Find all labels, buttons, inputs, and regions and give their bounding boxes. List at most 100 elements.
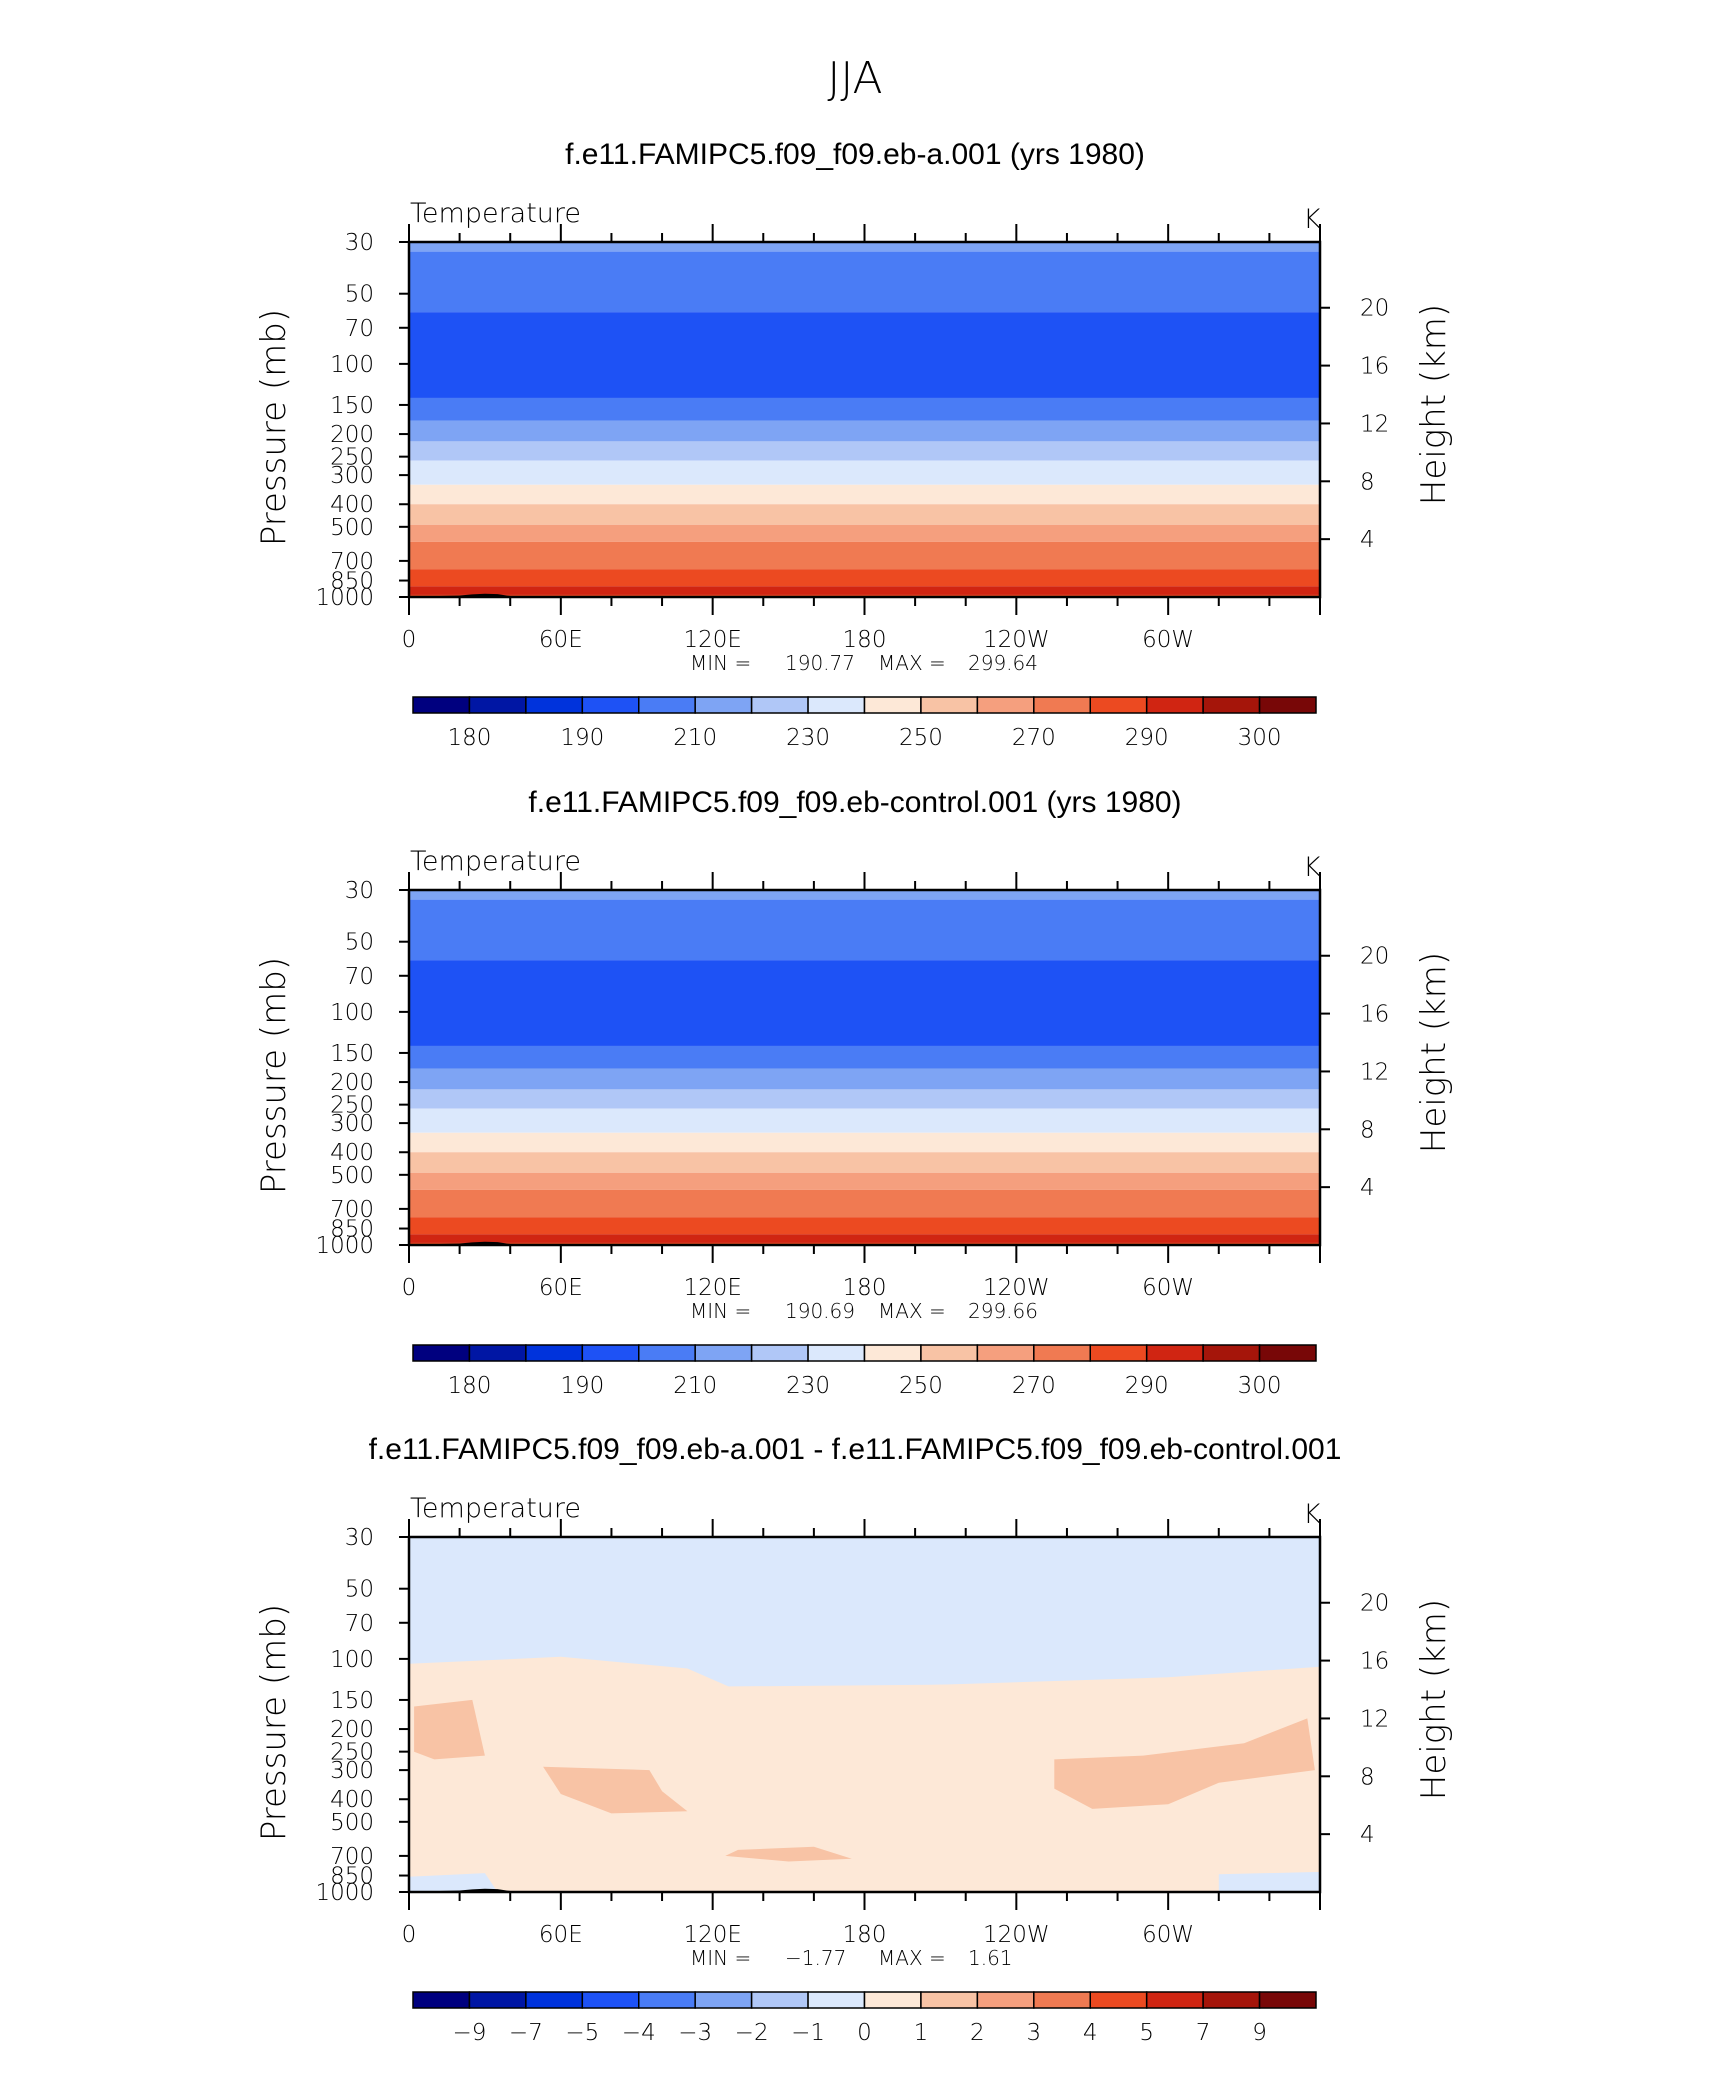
colorbar-box xyxy=(638,696,696,714)
colorbar-box xyxy=(525,1344,584,1362)
contour-field xyxy=(409,1537,1320,1892)
contour-band xyxy=(409,312,1320,398)
colorbar-label: 250 xyxy=(899,725,943,751)
max-value: 299.64 xyxy=(968,651,1038,675)
colorbar-box xyxy=(694,1344,753,1362)
min-label: MIN = xyxy=(690,1299,751,1323)
colorbar-box xyxy=(1033,1344,1091,1362)
panel-title: f.e11.FAMIPC5.f09_f09.eb-control.001 (yr… xyxy=(528,786,1181,819)
contour-region xyxy=(414,1699,485,1760)
y-tick-label: 30 xyxy=(345,1525,374,1551)
colorbar-box xyxy=(638,1991,696,2009)
colorbar-label: 0 xyxy=(857,2020,872,2046)
colorbar-box xyxy=(1145,1344,1204,1362)
colorbar-box xyxy=(1145,696,1204,714)
colorbar-label: 300 xyxy=(1238,1373,1282,1399)
figure-title: JJA xyxy=(827,53,882,104)
y-right-axis-label: Height (km) xyxy=(1414,1599,1454,1800)
colorbar-box xyxy=(468,1991,527,2009)
y-tick-label: 250 xyxy=(330,1740,374,1766)
contour-band xyxy=(409,1189,1320,1218)
y-tick-label: 100 xyxy=(330,1000,374,1026)
y-tick-label: 150 xyxy=(330,1041,374,1067)
y-tick-label: 70 xyxy=(345,1611,374,1637)
contour-band xyxy=(409,541,1320,570)
colorbar-label: 190 xyxy=(560,1373,604,1399)
y-tick-label: 150 xyxy=(330,393,374,419)
units-label: K xyxy=(1303,852,1321,883)
x-tick-label: 180 xyxy=(843,1275,887,1301)
y-right-axis-label: Height (km) xyxy=(1414,304,1454,505)
colorbar-box xyxy=(581,1344,640,1362)
y-axis-label: Pressure (mb) xyxy=(254,957,294,1194)
colorbar: 180 190 210 230 250 270 290 300 xyxy=(412,696,1317,751)
y-tick-label: 400 xyxy=(330,492,374,518)
colorbar-box xyxy=(750,696,809,714)
panel-3: f.e11.FAMIPC5.f09_f09.eb-a.001 - f.e11.F… xyxy=(254,1433,1454,2046)
y-tick-label: 50 xyxy=(345,930,374,956)
contour-band xyxy=(409,1089,1320,1109)
contour-field xyxy=(409,890,1320,1245)
colorbar-box xyxy=(863,1344,922,1362)
colorbar-label: −9 xyxy=(452,2020,486,2046)
panels: f.e11.FAMIPC5.f09_f09.eb-a.001 (yrs 1980… xyxy=(254,138,1454,2046)
contour-region xyxy=(409,1537,1320,1713)
contour-band xyxy=(409,251,1320,313)
units-label: K xyxy=(1303,204,1321,235)
colorbar-box xyxy=(1089,1344,1148,1362)
colorbar-box xyxy=(1202,1991,1261,2009)
colorbar-box xyxy=(750,1991,809,2009)
colorbar-box xyxy=(525,696,584,714)
y-right-tick-label: 20 xyxy=(1360,1591,1389,1617)
panel-1: f.e11.FAMIPC5.f09_f09.eb-a.001 (yrs 1980… xyxy=(254,138,1454,751)
contour-band xyxy=(409,441,1320,461)
colorbar-box xyxy=(1258,696,1317,714)
colorbar-label: 3 xyxy=(1026,2020,1041,2046)
y-tick-label: 500 xyxy=(330,515,374,541)
y-right-tick-label: 16 xyxy=(1360,354,1389,380)
y-tick-label: 300 xyxy=(330,1758,374,1784)
max-label: MAX = xyxy=(878,651,946,675)
colorbar-label: −3 xyxy=(678,2020,712,2046)
colorbar-label: 2 xyxy=(970,2020,985,2046)
colorbar-label: 1 xyxy=(914,2020,929,2046)
colorbar-label: −2 xyxy=(735,2020,769,2046)
y-tick-label: 700 xyxy=(330,1844,374,1870)
colorbar: −9 −7 −5 −4 −3 −2 −1 0 1 2 3 4 5 7 9 xyxy=(412,1991,1317,2046)
max-label: MAX = xyxy=(878,1299,946,1323)
y-right-tick-label: 16 xyxy=(1360,1649,1389,1675)
colorbar-label: −1 xyxy=(791,2020,825,2046)
y-tick-label: 150 xyxy=(330,1688,374,1714)
contour-band xyxy=(409,420,1320,442)
y-right-tick-label: 12 xyxy=(1360,1706,1389,1732)
contour-band xyxy=(409,460,1320,485)
contour-region xyxy=(1054,1718,1315,1809)
x-tick-label: 0 xyxy=(402,627,417,653)
y-tick-label: 250 xyxy=(330,445,374,471)
contour-region xyxy=(409,1681,1320,1877)
colorbar-label: 210 xyxy=(673,725,717,751)
panel-title: f.e11.FAMIPC5.f09_f09.eb-a.001 (yrs 1980… xyxy=(565,138,1145,171)
max-value: 299.66 xyxy=(968,1299,1038,1323)
colorbar-label: 250 xyxy=(899,1373,943,1399)
y-tick-label: 850 xyxy=(330,1217,374,1243)
colorbar-label: 9 xyxy=(1252,2020,1267,2046)
colorbar-box xyxy=(412,696,471,714)
contour-field xyxy=(409,242,1320,597)
x-tick-label: 60E xyxy=(539,1922,583,1948)
y-axis-label: Pressure (mb) xyxy=(254,1604,294,1841)
contour-band xyxy=(409,890,1320,900)
max-label: MAX = xyxy=(878,1946,946,1970)
contour-band xyxy=(409,899,1320,961)
y-tick-label: 30 xyxy=(345,230,374,256)
x-tick-label: 120W xyxy=(983,627,1050,653)
contour-region xyxy=(409,1873,498,1892)
min-value: 190.77 xyxy=(785,651,855,675)
contour-band xyxy=(409,484,1320,505)
colorbar-label: 290 xyxy=(1125,1373,1169,1399)
colorbar-label: 5 xyxy=(1139,2020,1154,2046)
y-right-tick-label: 8 xyxy=(1360,1764,1375,1790)
contour-band xyxy=(409,1132,1320,1153)
x-tick-label: 120E xyxy=(683,627,741,653)
